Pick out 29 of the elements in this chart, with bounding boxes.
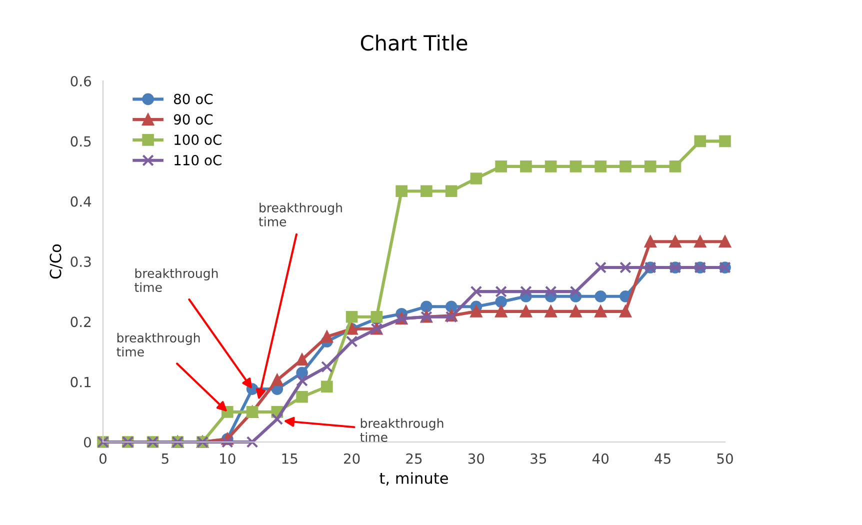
annotation: breakthrough time [116, 332, 200, 357]
x-tick-label: 0 [99, 453, 106, 464]
legend-label: 90 oC [174, 114, 213, 125]
x-axis-title: t, minute [380, 472, 448, 486]
legend-label: 100 oC [174, 134, 222, 146]
x-tick-label: 5 [162, 454, 168, 464]
x-tick-label: 20 [344, 453, 360, 464]
annotation: breakthrough time [134, 268, 218, 292]
y-tick-label: 0.6 [70, 76, 92, 86]
y-axis-title: C/Co [50, 244, 62, 279]
y-tick-label: 0.5 [70, 136, 91, 147]
x-tick-label: 25 [406, 453, 422, 464]
y-tick-label: 0.1 [70, 376, 91, 388]
legend-label: 80 oC [174, 94, 213, 104]
y-tick-label: 0 [84, 436, 91, 448]
legend-label: 110 oC [174, 154, 222, 166]
x-tick-label: 45 [654, 454, 670, 464]
x-tick-label: 50 [717, 453, 733, 464]
x-tick-label: 15 [282, 454, 298, 464]
chart-title: Chart Title [360, 34, 468, 51]
x-tick-label: 35 [530, 453, 546, 464]
annotation: breakthrough time [360, 418, 444, 442]
y-tick-label: 0.4 [70, 196, 92, 207]
y-tick-label: 0.2 [70, 316, 90, 328]
x-tick-label: 40 [592, 453, 609, 464]
x-tick-label: 10 [220, 453, 236, 464]
y-tick-label: 0.3 [70, 256, 91, 267]
annotation: breakthrough time [258, 202, 342, 226]
x-tick-label: 30 [468, 453, 484, 464]
